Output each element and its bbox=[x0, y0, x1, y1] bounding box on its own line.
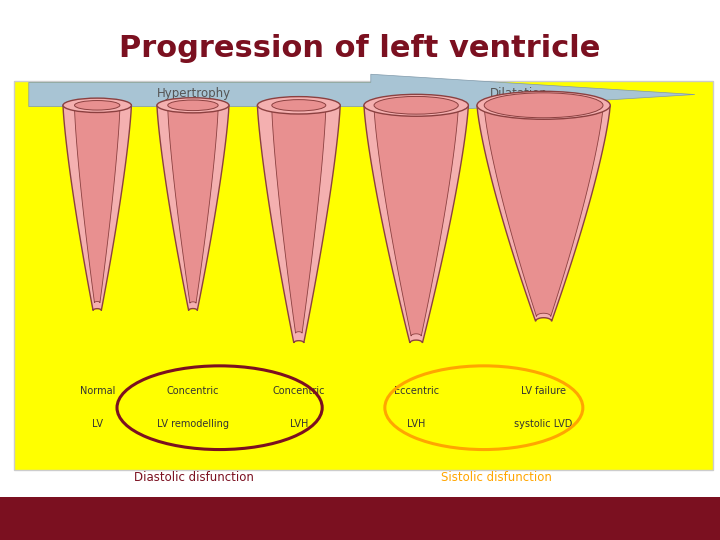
Polygon shape bbox=[374, 107, 458, 336]
Ellipse shape bbox=[63, 98, 132, 112]
Ellipse shape bbox=[168, 100, 218, 111]
Polygon shape bbox=[29, 75, 695, 115]
Ellipse shape bbox=[75, 100, 120, 110]
Text: LV: LV bbox=[91, 419, 103, 429]
Ellipse shape bbox=[485, 93, 603, 118]
Ellipse shape bbox=[272, 99, 325, 111]
Polygon shape bbox=[364, 105, 468, 343]
Text: systolic LVD: systolic LVD bbox=[514, 419, 573, 429]
Text: LV remodelling: LV remodelling bbox=[157, 419, 229, 429]
Text: Eccentric: Eccentric bbox=[394, 387, 438, 396]
Bar bbox=[0, 497, 720, 540]
Ellipse shape bbox=[258, 97, 340, 114]
Text: Progression of left ventricle: Progression of left ventricle bbox=[120, 34, 600, 63]
Polygon shape bbox=[168, 107, 218, 303]
Polygon shape bbox=[157, 105, 229, 310]
Polygon shape bbox=[477, 105, 611, 321]
Bar bbox=[14, 81, 713, 470]
Polygon shape bbox=[63, 105, 132, 310]
Polygon shape bbox=[75, 108, 120, 303]
Ellipse shape bbox=[157, 98, 229, 113]
Text: Sistolic disfunction: Sistolic disfunction bbox=[441, 471, 552, 484]
Polygon shape bbox=[258, 105, 340, 343]
Text: LVH: LVH bbox=[289, 419, 308, 429]
Text: LV failure: LV failure bbox=[521, 387, 566, 396]
Text: Diastolic disfunction: Diastolic disfunction bbox=[135, 471, 254, 484]
Text: Hypertrophy: Hypertrophy bbox=[158, 87, 231, 100]
Text: Concentric: Concentric bbox=[167, 387, 219, 396]
Polygon shape bbox=[484, 107, 603, 316]
Text: LVH: LVH bbox=[407, 419, 426, 429]
Ellipse shape bbox=[477, 91, 611, 119]
Ellipse shape bbox=[374, 97, 458, 114]
Polygon shape bbox=[271, 109, 325, 333]
Text: Concentric: Concentric bbox=[273, 387, 325, 396]
Text: Normal: Normal bbox=[79, 387, 115, 396]
Text: Dilatation: Dilatation bbox=[490, 87, 547, 100]
Ellipse shape bbox=[364, 94, 468, 116]
